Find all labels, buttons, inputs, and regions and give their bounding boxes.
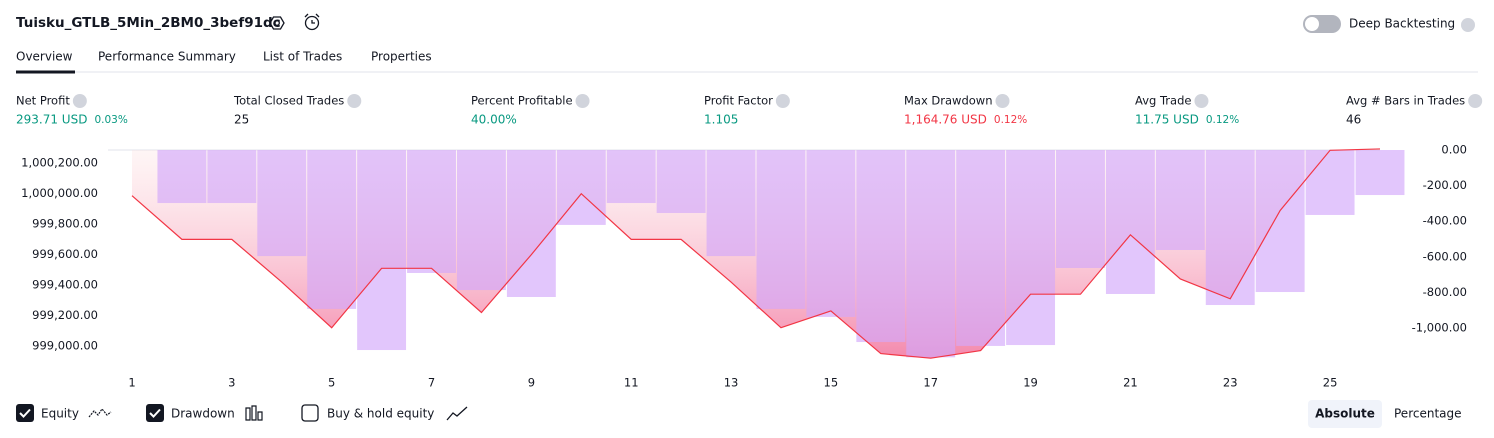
metric-label: Percent Profitable <box>471 94 573 108</box>
drawdown-bar <box>856 150 906 343</box>
help-icon[interactable] <box>1461 18 1475 32</box>
metric-value: 46 <box>1346 113 1361 127</box>
mode-button[interactable]: Absolute <box>1315 407 1375 421</box>
legend-label: Equity <box>41 407 79 421</box>
drawdown-bar <box>157 150 207 204</box>
metric-label: Avg # Bars in Trades <box>1346 94 1465 108</box>
mode-active-bg <box>1308 400 1382 428</box>
metric-value: 1.105 <box>704 113 738 127</box>
y2-tick-label: -400.00 <box>1423 214 1467 228</box>
y2-tick-label: -200.00 <box>1423 178 1467 192</box>
info-icon[interactable] <box>1194 94 1209 108</box>
metric-percent: 0.12% <box>994 114 1027 126</box>
y2-tick-label: -600.00 <box>1423 249 1467 263</box>
x-tick-label: 23 <box>1223 376 1238 390</box>
info-icon[interactable] <box>347 94 362 108</box>
legend-label: Buy & hold equity <box>327 407 434 421</box>
equity-line <box>131 148 1381 359</box>
drawdown-bar <box>1105 150 1155 294</box>
settings-icon[interactable] <box>269 16 285 30</box>
info-icon[interactable] <box>775 94 790 108</box>
drawdown-bar <box>506 150 556 297</box>
drawdown-bar <box>556 150 606 225</box>
x-tick-label: 15 <box>824 376 839 390</box>
x-tick-label: 11 <box>624 376 639 390</box>
drawdown-bar <box>706 150 756 257</box>
tab[interactable]: Overview <box>16 50 73 64</box>
y-tick-label: 1,000,200.00 <box>21 156 98 170</box>
x-tick-label: 3 <box>228 376 235 390</box>
y-tick-label: 999,800.00 <box>32 217 98 231</box>
drawdown-bar <box>656 150 706 213</box>
metric-label: Net Profit <box>16 94 70 108</box>
drawdown-bar <box>606 150 656 204</box>
legend-equity[interactable] <box>16 404 112 422</box>
metric-label: Max Drawdown <box>904 94 993 108</box>
x-tick-label: 19 <box>1023 376 1038 390</box>
legend-drawdown[interactable] <box>146 404 263 422</box>
y-tick-label: 1,000,000.00 <box>21 186 98 200</box>
drawdown-bar <box>1305 150 1355 215</box>
y-tick-label: 999,200.00 <box>32 308 98 322</box>
deep-backtesting-label: Deep Backtesting <box>1349 17 1455 31</box>
drawdown-bar <box>956 150 1006 346</box>
x-tick-label: 9 <box>528 376 535 390</box>
x-tick-label: 5 <box>328 376 335 390</box>
drawdown-bar <box>806 150 856 317</box>
metric-value: 1,164.76 USD <box>904 113 987 127</box>
y-tick-label: 999,600.00 <box>32 247 98 261</box>
strategy-title: Tuisku_GTLB_5Min_2BM0_3bef91dc <box>16 15 281 31</box>
drawdown-bar <box>1205 150 1255 306</box>
x-tick-label: 1 <box>128 376 135 390</box>
metric-value: 11.75 USD <box>1135 113 1199 127</box>
drawdown-bar <box>1056 150 1105 268</box>
drawdown-bar <box>1006 150 1056 346</box>
info-icon[interactable] <box>995 94 1010 108</box>
metric-percent: 0.12% <box>1206 114 1239 126</box>
tab[interactable]: Performance Summary <box>98 50 236 64</box>
drawdown-bar <box>756 150 806 309</box>
drawdown-bar <box>207 150 257 204</box>
metric-value: 40.00% <box>471 113 517 127</box>
drawdown-bar <box>357 150 407 351</box>
y2-tick-label: 0.00 <box>1441 143 1467 157</box>
legend-label: Drawdown <box>171 407 235 421</box>
drawdown-bar <box>1355 150 1405 196</box>
drawdown-bar <box>307 150 357 309</box>
y-tick-label: 999,000.00 <box>32 338 98 352</box>
metric-label: Total Closed Trades <box>233 94 344 108</box>
metric-value: 25 <box>234 113 249 127</box>
deep-backtesting-toggle[interactable] <box>1303 15 1341 33</box>
y2-tick-label: -1,000.00 <box>1412 320 1467 334</box>
metric-value: 293.71 USD <box>16 113 87 127</box>
metric-percent: 0.03% <box>94 114 127 126</box>
info-icon[interactable] <box>1468 94 1483 108</box>
alert-icon[interactable] <box>304 13 320 31</box>
metric-label: Avg Trade <box>1135 94 1191 108</box>
drawdown-bar <box>1255 150 1305 293</box>
drawdown-bar <box>407 150 456 273</box>
x-tick-label: 25 <box>1323 376 1338 390</box>
y-tick-label: 999,400.00 <box>32 278 98 292</box>
tab[interactable]: Properties <box>371 50 432 64</box>
tab[interactable]: List of Trades <box>263 50 342 64</box>
x-tick-label: 21 <box>1123 376 1138 390</box>
x-tick-label: 13 <box>724 376 739 390</box>
x-tick-label: 17 <box>923 376 938 390</box>
drawdown-bar <box>257 150 307 257</box>
drawdown-bar <box>906 150 956 358</box>
x-tick-label: 7 <box>428 376 435 390</box>
mode-button[interactable]: Percentage <box>1394 407 1462 421</box>
info-icon[interactable] <box>72 94 87 108</box>
drawdown-bar <box>1155 150 1205 251</box>
legend-buy-hold[interactable] <box>301 404 468 422</box>
y2-tick-label: -800.00 <box>1423 285 1467 299</box>
info-icon[interactable] <box>575 94 590 108</box>
drawdown-bar <box>456 150 506 291</box>
metric-label: Profit Factor <box>704 94 773 108</box>
